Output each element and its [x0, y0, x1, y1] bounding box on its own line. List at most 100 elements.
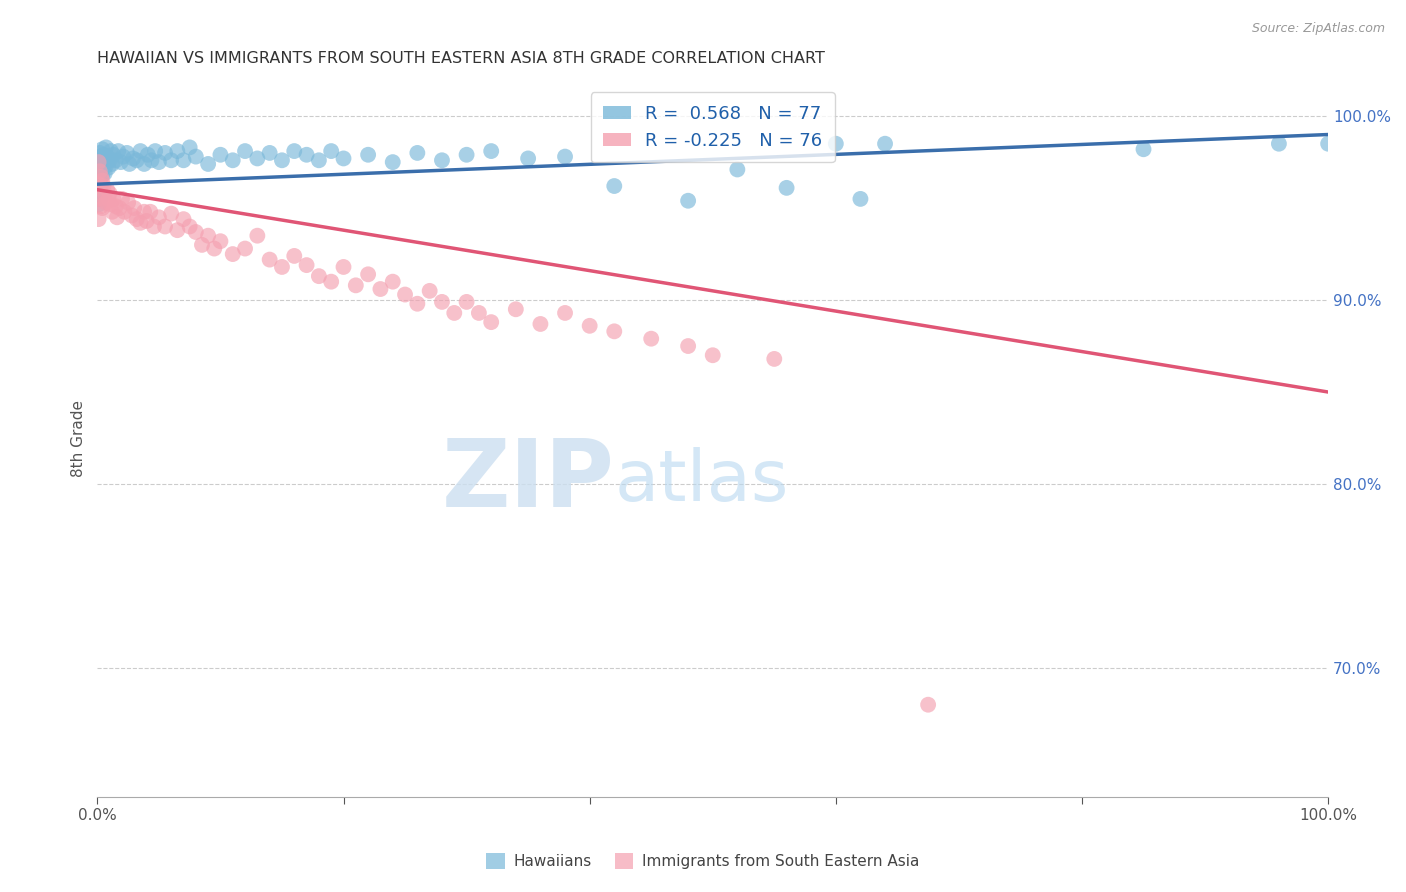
Point — [110, 155, 132, 169]
Point — [321, 275, 343, 289]
Point — [89, 192, 111, 206]
Point — [93, 153, 115, 168]
Point — [202, 242, 225, 256]
Point — [456, 147, 478, 161]
Point — [173, 153, 195, 168]
Point — [90, 150, 112, 164]
Point — [676, 339, 699, 353]
Point — [456, 294, 478, 309]
Point — [917, 698, 939, 712]
Point — [179, 140, 201, 154]
Point — [357, 147, 380, 161]
Point — [824, 136, 846, 151]
Point — [89, 159, 111, 173]
Point — [122, 152, 145, 166]
Point — [93, 166, 115, 180]
Point — [117, 195, 139, 210]
Point — [112, 204, 135, 219]
Point — [344, 278, 367, 293]
Point — [332, 260, 354, 274]
Point — [184, 150, 207, 164]
Point — [104, 199, 127, 213]
Point — [100, 144, 122, 158]
Point — [94, 195, 117, 210]
Point — [108, 201, 131, 215]
Point — [321, 144, 343, 158]
Point — [93, 161, 115, 175]
Point — [111, 192, 134, 206]
Point — [98, 153, 121, 168]
Point — [430, 153, 453, 168]
Point — [90, 177, 112, 191]
Point — [259, 252, 281, 267]
Point — [357, 268, 380, 282]
Point — [87, 162, 110, 177]
Point — [101, 204, 124, 219]
Point — [129, 216, 152, 230]
Point — [93, 147, 115, 161]
Point — [308, 153, 330, 168]
Point — [97, 192, 120, 206]
Point — [135, 214, 157, 228]
Point — [94, 140, 117, 154]
Text: HAWAIIAN VS IMMIGRANTS FROM SOUTH EASTERN ASIA 8TH GRADE CORRELATION CHART: HAWAIIAN VS IMMIGRANTS FROM SOUTH EASTER… — [97, 51, 825, 66]
Point — [271, 153, 294, 168]
Point — [87, 197, 110, 211]
Point — [209, 147, 232, 161]
Point — [370, 282, 392, 296]
Point — [107, 144, 129, 158]
Point — [381, 155, 404, 169]
Point — [148, 155, 170, 169]
Point — [197, 228, 219, 243]
Point — [295, 258, 318, 272]
Point — [676, 194, 699, 208]
Point — [101, 157, 124, 171]
Point — [517, 152, 540, 166]
Point — [87, 155, 110, 169]
Point — [100, 197, 122, 211]
Point — [91, 142, 114, 156]
Point — [94, 159, 117, 173]
Point — [529, 317, 551, 331]
Point — [89, 186, 111, 201]
Point — [479, 315, 502, 329]
Point — [141, 153, 163, 168]
Point — [725, 162, 748, 177]
Point — [134, 157, 156, 171]
Point — [90, 164, 112, 178]
Point — [93, 186, 115, 201]
Legend: R =  0.568   N = 77, R = -0.225   N = 76: R = 0.568 N = 77, R = -0.225 N = 76 — [591, 92, 835, 162]
Point — [129, 144, 152, 158]
Point — [166, 144, 188, 158]
Text: ZIP: ZIP — [441, 435, 614, 527]
Point — [332, 152, 354, 166]
Point — [91, 201, 114, 215]
Point — [191, 238, 214, 252]
Point — [115, 145, 138, 160]
Point — [578, 318, 600, 333]
Point — [93, 179, 115, 194]
Point — [118, 157, 141, 171]
Point — [166, 223, 188, 237]
Point — [406, 145, 429, 160]
Point — [775, 181, 797, 195]
Point — [554, 150, 576, 164]
Point — [87, 212, 110, 227]
Y-axis label: 8th Grade: 8th Grade — [72, 400, 86, 476]
Point — [125, 153, 148, 168]
Legend: Hawaiians, Immigrants from South Eastern Asia: Hawaiians, Immigrants from South Eastern… — [479, 847, 927, 875]
Text: atlas: atlas — [614, 447, 789, 516]
Point — [1132, 142, 1154, 156]
Point — [143, 144, 166, 158]
Point — [295, 147, 318, 161]
Point — [603, 324, 626, 338]
Point — [308, 269, 330, 284]
Text: Source: ZipAtlas.com: Source: ZipAtlas.com — [1251, 22, 1385, 36]
Point — [419, 284, 441, 298]
Point — [394, 287, 416, 301]
Point — [179, 219, 201, 234]
Point — [479, 144, 502, 158]
Point — [160, 153, 183, 168]
Point — [259, 145, 281, 160]
Point — [222, 247, 245, 261]
